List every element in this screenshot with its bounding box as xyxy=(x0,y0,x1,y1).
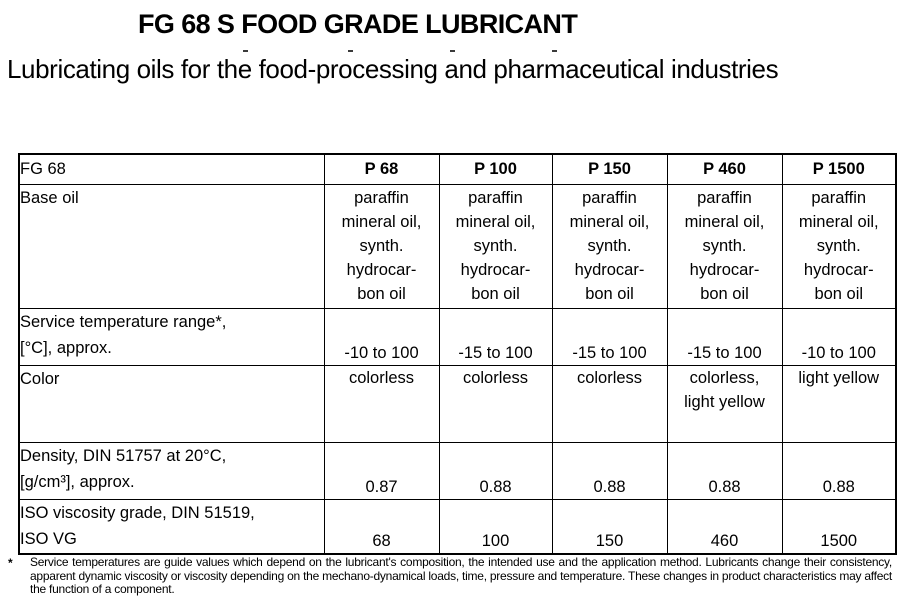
table-row-iso-viscosity: ISO viscosity grade, DIN 51519, ISO VG 6… xyxy=(18,498,897,555)
spec-table: FG 68 P 68 P 100 P 150 P 460 P 1500 Base… xyxy=(18,153,897,555)
table-cell: 150 xyxy=(551,498,668,555)
column-header: P 68 xyxy=(323,153,440,185)
table-corner-label: FG 68 xyxy=(18,153,325,185)
table-cell: 0.88 xyxy=(438,441,553,500)
table-header-row: FG 68 P 68 P 100 P 150 P 460 P 1500 xyxy=(18,153,897,185)
artifact-dash xyxy=(450,50,455,52)
table-cell: paraffin mineral oil, synth. hydrocar- b… xyxy=(551,183,668,309)
table-cell: 0.87 xyxy=(323,441,440,500)
table-cell: 100 xyxy=(438,498,553,555)
table-row-density: Density, DIN 51757 at 20°C, [g/cm³], app… xyxy=(18,441,897,500)
table-row-service-temperature: Service temperature range*, [°C], approx… xyxy=(18,307,897,366)
row-label: Service temperature range*, [°C], approx… xyxy=(18,307,325,366)
table-cell: -15 to 100 xyxy=(551,307,668,366)
artifact-dash xyxy=(243,50,248,52)
column-header: P 100 xyxy=(438,153,553,185)
table-cell: light yellow xyxy=(781,364,897,443)
table-cell: 1500 xyxy=(781,498,897,555)
table-cell: paraffin mineral oil, synth. hydrocar- b… xyxy=(666,183,783,309)
table-cell: 68 xyxy=(323,498,440,555)
table-cell: 0.88 xyxy=(551,441,668,500)
table-cell: 0.88 xyxy=(781,441,897,500)
table-cell: 460 xyxy=(666,498,783,555)
table-cell: paraffin mineral oil, synth. hydrocar- b… xyxy=(781,183,897,309)
table-cell: -15 to 100 xyxy=(666,307,783,366)
artifact-dash xyxy=(552,50,557,52)
document-subtitle: Lubricating oils for the food-processing… xyxy=(7,54,779,84)
table-cell: -10 to 100 xyxy=(781,307,897,366)
table-cell: 0.88 xyxy=(666,441,783,500)
table-cell: paraffin mineral oil, synth. hydrocar- b… xyxy=(438,183,553,309)
row-label: Color xyxy=(18,364,325,443)
table-row-base-oil: Base oil paraffin mineral oil, synth. hy… xyxy=(18,183,897,309)
table-cell: -10 to 100 xyxy=(323,307,440,366)
row-label: Base oil xyxy=(18,183,325,309)
table-row-color: Color colorless colorless colorless colo… xyxy=(18,364,897,443)
column-header: P 460 xyxy=(666,153,783,185)
footnote: * Service temperatures are guide values … xyxy=(8,555,895,597)
table-cell: colorless xyxy=(551,364,668,443)
column-header: P 150 xyxy=(551,153,668,185)
table-cell: colorless, light yellow xyxy=(666,364,783,443)
column-header: P 1500 xyxy=(781,153,897,185)
table-cell: paraffin mineral oil, synth. hydrocar- b… xyxy=(323,183,440,309)
table-cell: colorless xyxy=(438,364,553,443)
artifact-dash xyxy=(348,50,353,52)
table-cell: colorless xyxy=(323,364,440,443)
footnote-text: Service temperatures are guide values wh… xyxy=(30,555,892,596)
row-label: Density, DIN 51757 at 20°C, [g/cm³], app… xyxy=(18,441,325,500)
row-label: ISO viscosity grade, DIN 51519, ISO VG xyxy=(18,498,325,555)
footnote-marker: * xyxy=(8,556,13,570)
document-title: FG 68 S FOOD GRADE LUBRICANT xyxy=(138,9,578,39)
table-cell: -15 to 100 xyxy=(438,307,553,366)
